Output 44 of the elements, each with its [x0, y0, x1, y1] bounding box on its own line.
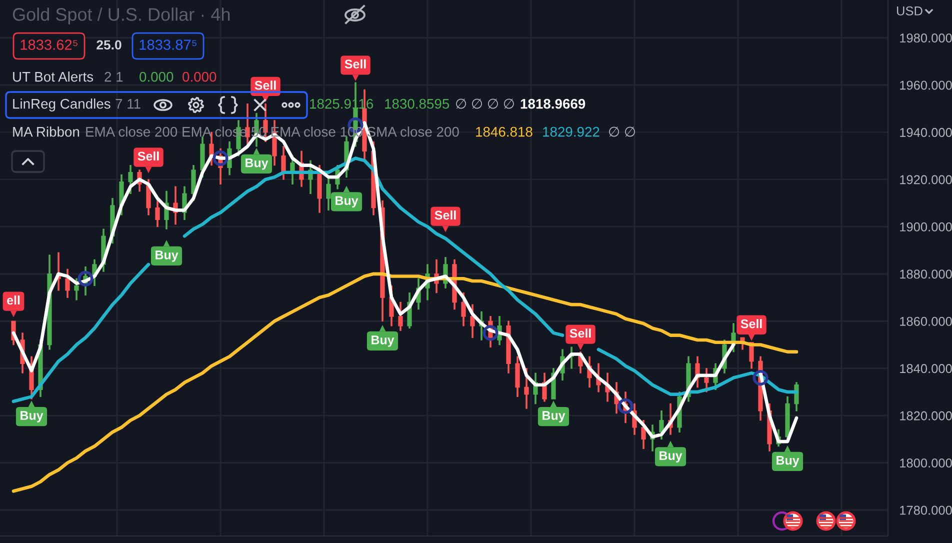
annotation: 2 1	[104, 72, 123, 82]
data-label: Buy	[20, 411, 44, 422]
data-label: Sell	[570, 328, 591, 338]
annotation: 1833.62⁵	[20, 40, 78, 50]
y-tick-label: 1840.000	[900, 364, 952, 374]
y-tick-label: 1960.000	[900, 80, 952, 90]
y-tick-label: 1800.000	[900, 458, 952, 468]
data-label: Buy	[776, 456, 800, 468]
data-label: Buy	[660, 451, 682, 463]
data-label: Sell	[138, 151, 159, 161]
data-label: Sell	[434, 210, 456, 220]
data-label: Buy	[156, 250, 178, 262]
y-tick-label: 1900.000	[900, 222, 952, 232]
y-tick-label: 1920.000	[900, 175, 952, 184]
annotation: MA Ribbon	[13, 126, 80, 137]
y-axis-title: USD	[896, 6, 922, 16]
annotation: 1829.922	[543, 126, 600, 137]
annotation: ∅ ∅	[609, 126, 636, 137]
data-label: Buy	[336, 196, 358, 208]
annotation: LinReg Candles	[13, 98, 110, 112]
y-tick-label: 1980.000	[900, 33, 952, 43]
data-label: Sell	[740, 319, 762, 328]
annotation: 0.000	[140, 72, 174, 82]
annotation: 1846.818	[476, 126, 532, 137]
y-tick-label: 1860.000	[900, 316, 952, 326]
y-tick-label: 1940.000	[900, 128, 952, 137]
chart-title: Gold Spot / U.S. Dollar · 4h	[12, 8, 230, 24]
data-label: Buy	[542, 411, 566, 422]
data-label: Buy	[372, 336, 394, 347]
annotation: 25.0	[96, 40, 122, 50]
annotation: 1833.87⁵	[140, 40, 196, 50]
y-tick-label: 1780.000	[900, 506, 952, 515]
data-label: Sell	[344, 59, 366, 69]
data-label: Sell	[254, 80, 276, 90]
annotation: ∅ ∅ ∅ ∅	[456, 98, 514, 109]
y-tick-label: 1820.000	[900, 411, 952, 420]
data-label: ell	[7, 295, 20, 305]
annotation: 1830.8595	[385, 98, 450, 109]
y-tick-label: 1880.000	[900, 270, 952, 279]
annotation: 0.000	[182, 72, 216, 82]
annotation: 1818.9669	[520, 98, 586, 109]
annotation: 7 11	[116, 99, 140, 109]
annotation: UT Bot Alerts	[13, 72, 94, 82]
data-label: Buy	[246, 158, 268, 170]
